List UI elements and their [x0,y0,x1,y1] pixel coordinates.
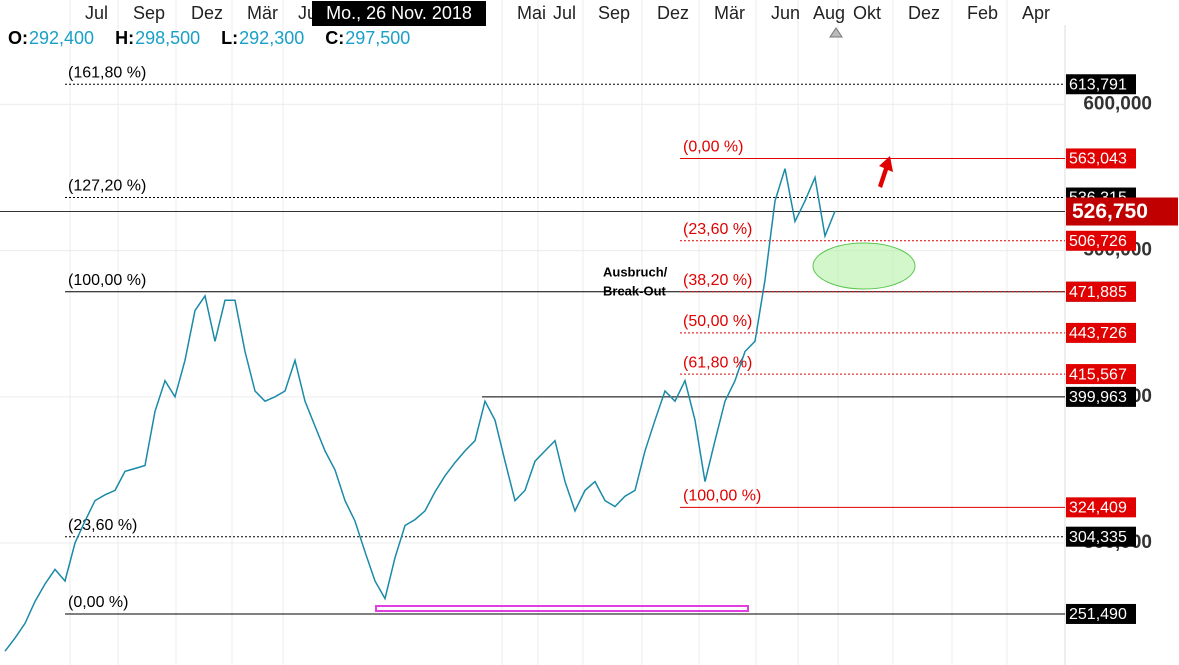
level-pct: (0,00 %) [683,139,743,156]
current-box [1066,197,1178,226]
level-label: 443,726 [1069,325,1127,342]
level-pct: (23,60 %) [683,221,752,238]
level-box [1066,386,1136,407]
levels: (161,80 %) (127,20 %) (100,00 %) (23,60 %) (… [0,64,1065,615]
level-pct: (61,80 %) [683,354,752,371]
x-tick-label: Sep [133,3,165,23]
ohlc-key: O: [8,28,28,48]
x-tick-label: Jul [85,3,108,23]
ohlc-value: 292,300 [239,28,304,48]
level-pct: (23,60 %) [68,517,137,534]
level-label: 415,567 [1069,366,1127,383]
cursor-marker [829,27,843,38]
x-tick-label: Mär [247,3,278,23]
level-label: 506,726 [1069,233,1127,250]
level-pct: (161,80 %) [68,64,146,81]
annotation: Ausbruch/ [603,264,668,279]
level-label: 251,490 [1069,606,1127,623]
x-tick-label: Jun [771,3,800,23]
ohlc-key: H: [115,28,134,48]
ohlc-key: L: [221,28,238,48]
ohlc-value: 297,500 [345,28,410,48]
x-tick-label: Dez [191,3,223,23]
level-pct: (100,00 %) [68,272,146,289]
x-tick-label: Mär [714,3,745,23]
price-line [4,168,836,652]
x-tick-label: Jul [553,3,576,23]
x-tick-label: Dez [657,3,689,23]
x-tick-label: Sep [598,3,630,23]
date-box [312,1,486,26]
level-label: 563,043 [1069,151,1127,168]
level-pct: (100,00 %) [683,488,761,505]
level-label: 399,963 [1069,389,1127,406]
cursor-date: Mo., 26 Nov. 2018 [326,3,472,23]
level-box [1066,148,1136,169]
current-label: 526,750 [1072,200,1148,223]
level-pct: (127,20 %) [68,178,146,195]
x-tick-label: Aug [813,3,845,23]
annotation: Break-Out [603,283,667,298]
level-box [1066,281,1136,302]
ohlc-value: 298,500 [135,28,200,48]
up-arrow [878,156,893,188]
level-box [1066,230,1136,251]
plot [4,168,836,652]
level-pct: (38,20 %) [683,272,752,289]
level-box [1066,322,1136,343]
time-axis: Jul Sep Dez Mär Jul Mai Jul Sep Dez Mär Jun Aug Okt D… [85,3,1050,23]
level-box [1066,497,1136,518]
level-pct: (50,00 %) [683,313,752,330]
level-label: 613,791 [1069,76,1127,93]
level-label: 304,335 [1069,529,1127,546]
level-label: 324,409 [1069,500,1127,517]
level-pct: (0,00 %) [68,594,128,611]
ohlc-key: C: [325,28,344,48]
level-box [1066,603,1136,624]
x-tick-label: Mai [517,3,546,23]
level-box [1066,364,1136,385]
x-tick-label: Dez [908,3,940,23]
ohlc: O: 292,400 H: 298,500 L: 292,300 C: 297,500 [8,28,410,48]
ohlc-value: 292,400 [29,28,94,48]
x-tick-label: Apr [1022,3,1050,23]
y-tick-label: 600,000 [1083,93,1152,114]
x-tick-label: Okt [853,3,881,23]
x-tick-label: Feb [967,3,998,23]
highlight-bar [375,605,749,612]
level-box [1066,526,1136,547]
target-zone [812,242,916,290]
right-labels: 300,000400,000500,000600,000613,791536,3… [1066,74,1178,624]
level-label: 471,885 [1069,284,1127,301]
level-box [1066,74,1136,95]
